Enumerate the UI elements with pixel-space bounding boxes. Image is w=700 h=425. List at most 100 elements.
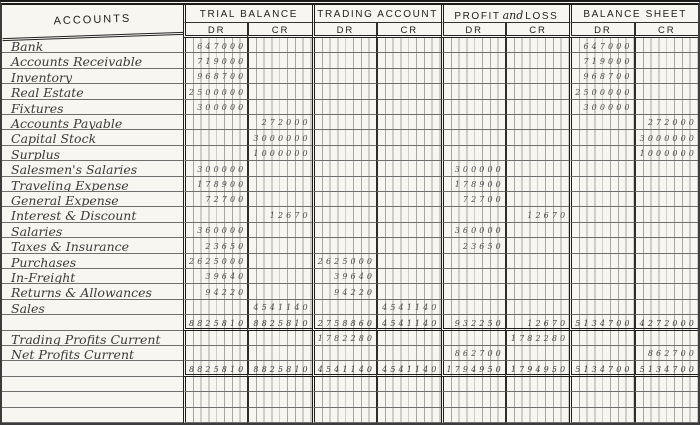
- account-name: Real Estate: [2, 84, 183, 100]
- cell-trial-balance-dr: [183, 407, 248, 423]
- cell-profit-loss-dr: [440, 376, 505, 393]
- cell-balance-sheet-cr: [633, 268, 698, 285]
- cell-balance-sheet-cr: [633, 376, 698, 393]
- cell-trial-balance-dr: [183, 145, 248, 162]
- accounts-column-header: ACCOUNTS: [2, 5, 184, 42]
- cell-balance-sheet-cr: [633, 284, 698, 300]
- cell-trading-dr: [311, 84, 377, 100]
- cell-profit-loss-dr: 23650: [440, 238, 505, 254]
- cell-balance-sheet-dr: 647000: [569, 38, 634, 54]
- cell-balance-sheet-dr: [569, 253, 634, 269]
- account-name: [2, 361, 183, 377]
- cell-profit-loss-cr: [504, 68, 570, 85]
- cell-balance-sheet-cr: [633, 407, 698, 423]
- cell-balance-sheet-dr: [569, 238, 634, 254]
- cell-trial-balance-dr: 8825810: [183, 361, 248, 377]
- cell-trading-dr: [311, 191, 377, 208]
- cell-balance-sheet-dr: [569, 345, 634, 362]
- cell-profit-loss-dr: [440, 145, 505, 162]
- cell-trading-cr: [376, 330, 441, 346]
- col-header-trading-cr: CR: [376, 23, 441, 38]
- cell-trial-balance-cr: [247, 284, 312, 300]
- cell-trading-cr: [376, 68, 441, 85]
- cell-balance-sheet-cr: 272000: [633, 114, 698, 131]
- cell-trading-cr: [376, 253, 441, 269]
- cell-profit-loss-cr: [504, 130, 570, 146]
- cell-trading-dr: 2625000: [311, 253, 377, 269]
- cell-balance-sheet-cr: [633, 53, 698, 69]
- cell-profit-loss-cr: [504, 53, 570, 69]
- cell-trial-balance-cr: 4541140: [247, 299, 312, 316]
- cell-profit-loss-dr: [440, 38, 505, 54]
- cell-trading-dr: 1782280: [311, 330, 377, 346]
- cell-balance-sheet-dr: 968700: [569, 68, 634, 85]
- account-name: Purchases: [2, 254, 183, 269]
- cell-profit-loss-cr: [504, 392, 570, 408]
- cell-profit-loss-cr: [504, 345, 570, 362]
- col-header-trial-balance-cr: CR: [247, 23, 312, 38]
- cell-trial-balance-dr: [183, 207, 248, 223]
- cell-trial-balance-cr: [247, 238, 312, 254]
- cell-profit-loss-cr: [504, 253, 570, 269]
- cell-balance-sheet-cr: [633, 299, 698, 316]
- cell-trial-balance-dr: 2625000: [183, 253, 248, 269]
- col-header-balance-sheet-dr: DR: [569, 23, 634, 38]
- cell-trial-balance-dr: 94220: [183, 284, 248, 300]
- cell-balance-sheet-cr: [633, 207, 698, 223]
- cell-profit-loss-dr: [440, 84, 505, 100]
- cell-trial-balance-dr: 647000: [183, 38, 248, 54]
- cell-trial-balance-cr: 272000: [247, 114, 312, 131]
- cell-trading-cr: [376, 268, 441, 285]
- cell-trial-balance-dr: [183, 299, 248, 316]
- cell-balance-sheet-cr: [633, 191, 698, 208]
- cell-trading-cr: [376, 145, 441, 162]
- cell-trial-balance-dr: 23650: [183, 238, 248, 254]
- cell-trading-dr: 2758860: [311, 315, 377, 331]
- cell-trading-dr: [311, 238, 377, 254]
- cell-profit-loss-cr: 12670: [504, 207, 570, 223]
- cell-balance-sheet-cr: [633, 222, 698, 239]
- cell-profit-loss-dr: [440, 392, 505, 408]
- cell-profit-loss-cr: [504, 176, 570, 192]
- cell-trial-balance-dr: 300000: [183, 99, 248, 115]
- cell-trading-dr: [311, 222, 377, 239]
- account-name: In-Freight: [2, 269, 183, 285]
- cell-trading-cr: [376, 38, 441, 54]
- cell-balance-sheet-cr: [633, 392, 698, 408]
- cell-trial-balance-dr: 39640: [183, 268, 248, 285]
- cell-profit-loss-cr: [504, 268, 570, 285]
- cell-balance-sheet-cr: 3000000: [633, 130, 698, 146]
- cell-balance-sheet-dr: [569, 330, 634, 346]
- section-header-balance-sheet: BALANCE SHEET: [569, 5, 698, 23]
- cell-trial-balance-cr: 8825810: [247, 361, 312, 377]
- cell-balance-sheet-dr: 5134700: [569, 361, 634, 377]
- cell-trading-cr: [376, 392, 441, 408]
- account-name: Returns & Allowances: [2, 284, 183, 300]
- cell-balance-sheet-dr: [569, 145, 634, 162]
- cell-balance-sheet-dr: 719000: [569, 53, 634, 69]
- cell-balance-sheet-dr: 5134700: [569, 315, 634, 331]
- cell-trial-balance-cr: 1000000: [247, 145, 312, 162]
- cell-balance-sheet-cr: [633, 161, 698, 177]
- col-header-balance-sheet-cr: CR: [633, 23, 698, 38]
- account-name: Traveling Expense: [2, 177, 183, 192]
- cell-profit-loss-dr: [440, 253, 505, 269]
- cell-trial-balance-dr: 72700: [183, 191, 248, 208]
- cell-balance-sheet-dr: [569, 176, 634, 192]
- cell-profit-loss-cr: [504, 376, 570, 393]
- cell-trading-cr: [376, 284, 441, 300]
- cell-profit-loss-dr: 1794950: [440, 361, 505, 377]
- cell-profit-loss-dr: [440, 207, 505, 223]
- cell-profit-loss-dr: [440, 114, 505, 131]
- cell-trial-balance-cr: 8825810: [247, 315, 312, 331]
- account-name: Accounts Payable: [2, 115, 183, 131]
- cell-balance-sheet-dr: [569, 376, 634, 393]
- cell-trading-dr: [311, 114, 377, 131]
- cell-trading-cr: [376, 130, 441, 146]
- cell-balance-sheet-dr: 2500000: [569, 84, 634, 100]
- account-name: Salaries: [2, 223, 183, 239]
- cell-trial-balance-dr: [183, 392, 248, 408]
- cell-trial-balance-cr: [247, 53, 312, 69]
- cell-balance-sheet-cr: 862700: [633, 345, 698, 362]
- cell-profit-loss-cr: [504, 84, 570, 100]
